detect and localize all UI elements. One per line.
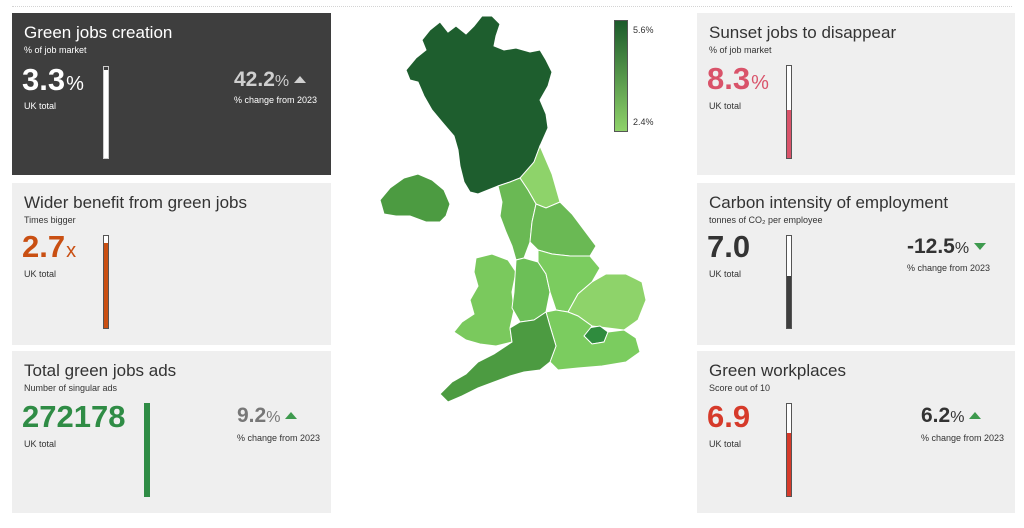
value-unit: %	[66, 73, 84, 95]
change-unit: %	[950, 409, 965, 426]
change-label: % change from 2023	[234, 95, 318, 105]
value-number: 7.0	[707, 229, 751, 264]
region-south-east[interactable]	[545, 309, 641, 371]
legend-min-label: 2.4%	[633, 117, 654, 127]
card-value: 8.3%	[707, 62, 769, 100]
value-unit: x	[66, 240, 77, 262]
region-south-west[interactable]	[439, 311, 557, 403]
triangle-up-icon	[294, 76, 307, 83]
change-number: -12.5	[907, 235, 955, 258]
legend-max-label: 5.6%	[633, 25, 654, 35]
card-scope: UK total	[709, 439, 742, 449]
card-green-workplaces[interactable]: Green workplaces Score out of 10 6.9 UK …	[697, 351, 1015, 513]
region-yorkshire[interactable]	[529, 201, 597, 257]
card-value: 272178	[22, 400, 125, 434]
card-title: Green jobs creation	[24, 23, 173, 42]
value-bar-fill	[787, 276, 791, 328]
card-green-jobs-creation[interactable]: Green jobs creation % of job market 3.3%…	[12, 13, 331, 175]
card-title: Green workplaces	[709, 361, 847, 380]
change-label: % change from 2023	[237, 433, 321, 443]
value-number: 6.9	[707, 399, 751, 434]
top-divider	[12, 6, 1012, 7]
card-subtitle: Times bigger	[24, 215, 76, 225]
card-title: Total green jobs ads	[24, 361, 177, 380]
change-value: 6.2%	[921, 404, 982, 430]
card-value: 7.0	[707, 230, 750, 264]
card-value: 6.9	[707, 400, 750, 434]
triangle-down-icon	[974, 243, 987, 250]
card-title: Carbon intensity of employment	[709, 193, 949, 212]
color-scale-legend	[614, 20, 628, 132]
card-subtitle: % of job market	[24, 45, 87, 55]
value-bar	[103, 235, 109, 329]
change-label: % change from 2023	[921, 433, 1005, 443]
change-unit: %	[266, 409, 281, 426]
value-bar	[144, 403, 150, 497]
card-scope: UK total	[24, 269, 57, 279]
card-scope: UK total	[24, 439, 57, 449]
card-title: Wider benefit from green jobs	[24, 193, 247, 212]
triangle-up-icon	[969, 412, 982, 419]
change-number: 42.2	[234, 68, 275, 91]
change-value: 9.2%	[237, 404, 298, 430]
value-bar	[786, 403, 792, 497]
change-value: -12.5%	[907, 235, 987, 261]
card-scope: UK total	[24, 101, 57, 111]
region-wales[interactable]	[453, 253, 517, 347]
region-northern-ireland[interactable]	[379, 173, 451, 223]
change-unit: %	[274, 73, 290, 90]
card-subtitle: % of job market	[709, 45, 772, 55]
change-number: 6.2	[921, 404, 951, 427]
card-scope: UK total	[709, 269, 742, 279]
change-label: % change from 2023	[907, 263, 991, 273]
value-number: 8.3	[707, 61, 751, 96]
value-number: 2.7	[22, 229, 66, 264]
card-value: 2.7x	[22, 230, 76, 268]
card-sunset-jobs[interactable]: Sunset jobs to disappear % of job market…	[697, 13, 1015, 175]
card-subtitle: Score out of 10	[709, 383, 771, 393]
value-number: 272178	[22, 399, 126, 434]
value-unit: %	[751, 72, 769, 94]
change-number: 9.2	[237, 404, 267, 427]
card-title: Sunset jobs to disappear	[709, 23, 897, 42]
card-scope: UK total	[709, 101, 742, 111]
value-bar-fill	[787, 432, 791, 496]
card-wider-benefit[interactable]: Wider benefit from green jobs Times bigg…	[12, 183, 331, 345]
card-subtitle: tonnes of CO₂ per employee	[709, 215, 823, 225]
value-bar	[103, 66, 109, 159]
card-subtitle: Number of singular ads	[24, 383, 118, 393]
value-bar-fill	[144, 403, 150, 497]
value-bar	[786, 235, 792, 329]
region-scotland[interactable]	[405, 15, 553, 195]
value-bar	[786, 65, 792, 159]
region-north-west[interactable]	[497, 177, 537, 261]
card-total-green-jobs-ads[interactable]: Total green jobs ads Number of singular …	[12, 351, 331, 513]
card-value: 3.3%	[22, 63, 84, 101]
value-bar-fill	[787, 110, 791, 158]
value-number: 3.3	[22, 62, 66, 97]
triangle-up-icon	[285, 412, 298, 419]
change-unit: %	[954, 240, 970, 257]
value-bar-fill	[104, 69, 108, 158]
change-value: 42.2%	[234, 68, 307, 94]
uk-regional-map	[379, 15, 647, 403]
card-carbon-intensity[interactable]: Carbon intensity of employment tonnes of…	[697, 183, 1015, 345]
value-bar-fill	[104, 243, 108, 328]
